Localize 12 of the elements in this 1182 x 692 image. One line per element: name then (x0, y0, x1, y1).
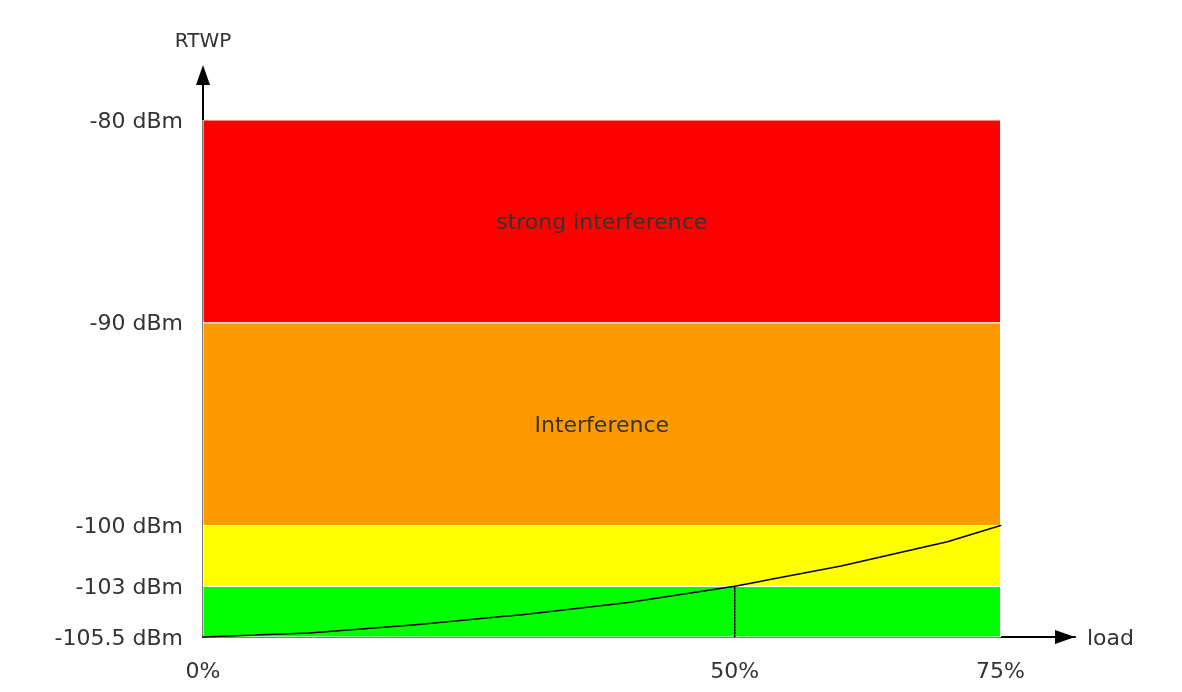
y-tick-label: -105.5 dBm (54, 624, 183, 650)
x-axis-title: load (1087, 624, 1135, 650)
x-tick-label: 0% (185, 657, 221, 683)
y-tick-label: -90 dBm (89, 310, 183, 336)
x-tick-label: 50% (710, 657, 760, 683)
y-axis-title: RTWP (174, 28, 232, 52)
y-tick-label: -100 dBm (75, 512, 183, 538)
x-tick-label: 75% (976, 657, 1026, 683)
band-label: Interference (534, 411, 670, 437)
y-tick-label: -103 dBm (75, 573, 183, 599)
band-label: strong interference (496, 208, 708, 234)
y-tick-label: -80 dBm (89, 107, 183, 133)
